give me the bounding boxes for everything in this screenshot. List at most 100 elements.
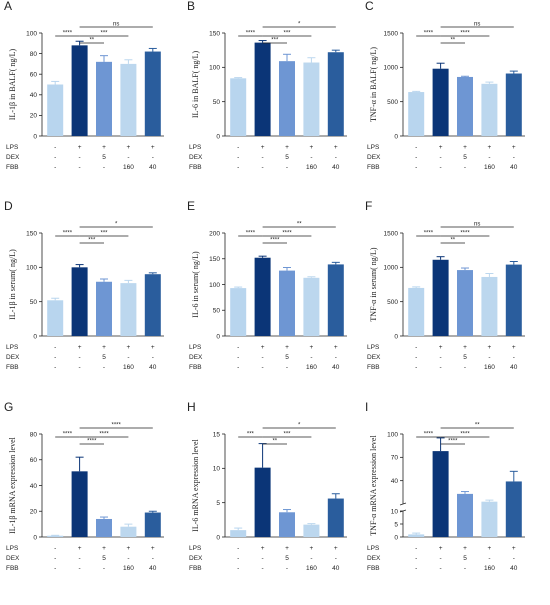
bar bbox=[96, 281, 112, 336]
y-tick-label: 0 bbox=[33, 534, 37, 541]
group-cell: - bbox=[488, 154, 490, 161]
group-cell: - bbox=[79, 164, 81, 171]
group-cell: - bbox=[79, 154, 81, 161]
y-tick-label: 0 bbox=[33, 333, 37, 340]
group-cell: + bbox=[78, 545, 82, 552]
panel-I: I 0 5 10 40 70 100 TNF-α mRNA expression level *… bbox=[365, 400, 525, 572]
bar bbox=[71, 471, 88, 537]
group-cell: + bbox=[463, 144, 467, 151]
y-tick-label: 60 bbox=[30, 72, 38, 79]
group-row-label: LPS bbox=[189, 344, 202, 351]
group-cell: + bbox=[261, 144, 265, 151]
group-cell: 160 bbox=[306, 364, 317, 371]
y-tick-label: 200 bbox=[209, 230, 220, 237]
group-cell: - bbox=[415, 364, 417, 371]
group-cell: + bbox=[78, 144, 82, 151]
y-tick-label: 100 bbox=[387, 431, 398, 438]
y-axis-label: TNF-α in serum( ng/L) bbox=[369, 247, 378, 322]
y-tick-label: 500 bbox=[387, 299, 398, 306]
group-row-label: FBB bbox=[189, 565, 202, 572]
group-cell: - bbox=[54, 555, 56, 562]
bar bbox=[303, 277, 320, 336]
group-cell: + bbox=[151, 344, 155, 351]
group-cell: - bbox=[127, 555, 129, 562]
group-cell: - bbox=[286, 364, 288, 371]
y-tick-label: 50 bbox=[213, 308, 221, 315]
bar bbox=[505, 264, 522, 336]
y-tick-label: 100 bbox=[209, 282, 220, 289]
group-row-label: DEX bbox=[367, 354, 381, 361]
group-cell: - bbox=[54, 565, 56, 572]
group-cell: - bbox=[464, 164, 466, 171]
significance-label: ** bbox=[450, 238, 455, 244]
bar bbox=[505, 481, 522, 537]
significance-label: *** bbox=[100, 231, 108, 237]
group-cell: - bbox=[464, 364, 466, 371]
group-cell: - bbox=[415, 144, 417, 151]
bar bbox=[457, 76, 473, 136]
bar bbox=[144, 512, 161, 537]
bar bbox=[408, 287, 425, 336]
group-cell: - bbox=[79, 354, 81, 361]
group-cell: - bbox=[335, 154, 337, 161]
group-cell: 5 bbox=[463, 154, 467, 161]
group-cell: 160 bbox=[484, 164, 495, 171]
group-row-label: FBB bbox=[6, 364, 19, 371]
group-cell: 5 bbox=[285, 354, 289, 361]
bar bbox=[432, 451, 449, 537]
group-cell: - bbox=[286, 164, 288, 171]
significance-label: ** bbox=[297, 222, 302, 228]
y-tick-label: 100 bbox=[26, 265, 37, 272]
y-tick-label: 10 bbox=[213, 466, 221, 473]
group-cell: - bbox=[335, 354, 337, 361]
group-cell: - bbox=[54, 364, 56, 371]
bar bbox=[120, 526, 137, 537]
group-cell: - bbox=[415, 164, 417, 171]
group-cell: - bbox=[103, 164, 105, 171]
group-cell: - bbox=[262, 555, 264, 562]
significance-label: *** bbox=[100, 31, 108, 37]
group-cell: - bbox=[513, 154, 515, 161]
y-tick-label: 40 bbox=[30, 483, 38, 490]
significance-label: **** bbox=[448, 439, 458, 445]
group-cell: - bbox=[464, 565, 466, 572]
group-cell: - bbox=[237, 154, 239, 161]
group-cell: 40 bbox=[149, 364, 157, 371]
group-cell: - bbox=[262, 164, 264, 171]
y-tick-label: 0 bbox=[33, 133, 37, 140]
group-row-label: DEX bbox=[189, 354, 203, 361]
bar bbox=[47, 535, 64, 537]
significance-label: **** bbox=[63, 231, 73, 237]
group-cell: + bbox=[127, 545, 131, 552]
bar bbox=[432, 259, 449, 336]
y-tick-label: 150 bbox=[26, 230, 37, 237]
bar bbox=[96, 518, 112, 537]
group-cell: - bbox=[440, 565, 442, 572]
y-tick-label: 0 bbox=[394, 534, 398, 541]
group-cell: - bbox=[237, 545, 239, 552]
y-tick-label: 40 bbox=[391, 478, 399, 485]
y-tick-label: 1000 bbox=[384, 65, 399, 72]
group-cell: 40 bbox=[510, 164, 518, 171]
y-axis-label: IL-1β in serum( ng/L) bbox=[8, 249, 17, 320]
group-cell: 160 bbox=[123, 565, 134, 572]
group-cell: + bbox=[310, 344, 314, 351]
group-cell: + bbox=[334, 144, 338, 151]
y-tick-label: 60 bbox=[30, 457, 38, 464]
group-cell: - bbox=[54, 354, 56, 361]
group-cell: - bbox=[262, 354, 264, 361]
group-cell: + bbox=[127, 344, 131, 351]
y-tick-label: 70 bbox=[391, 455, 399, 462]
group-cell: + bbox=[285, 144, 289, 151]
significance-label: **** bbox=[63, 432, 73, 438]
group-cell: - bbox=[79, 364, 81, 371]
y-tick-label: 50 bbox=[30, 299, 38, 306]
significance-label: **** bbox=[63, 31, 73, 37]
bar bbox=[47, 84, 64, 136]
group-cell: - bbox=[262, 364, 264, 371]
group-cell: + bbox=[151, 545, 155, 552]
bar bbox=[144, 274, 161, 336]
